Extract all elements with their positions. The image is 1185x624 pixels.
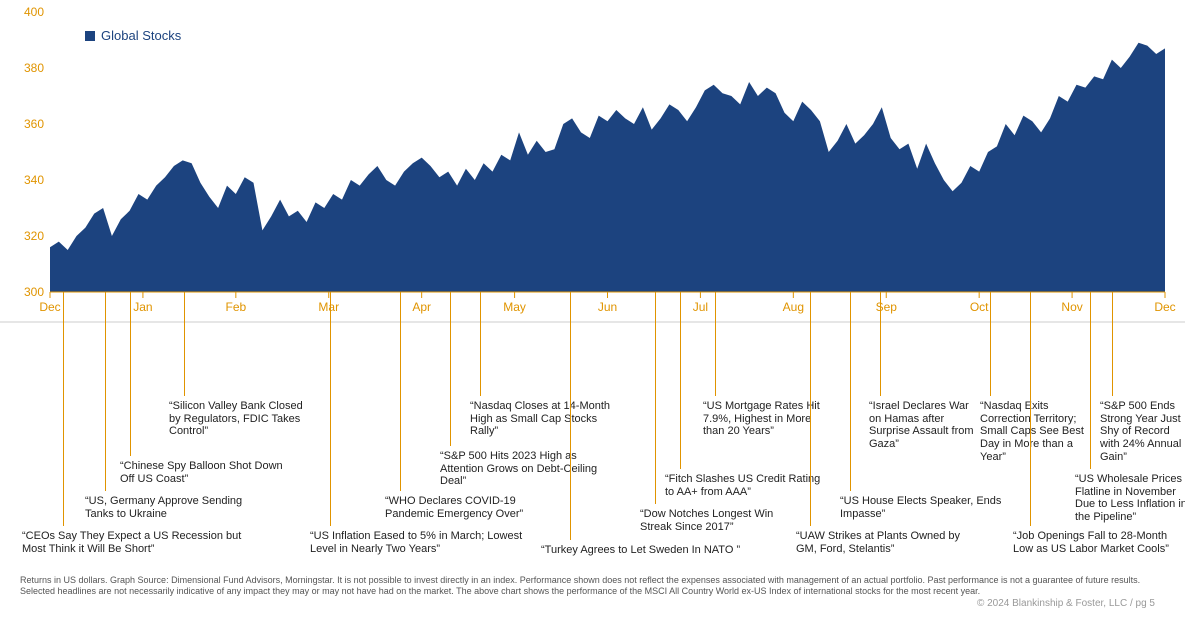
headline: “US Mortgage Rates Hit 7.9%, Highest in … [703, 400, 833, 438]
headline: “US Wholesale Prices Flatline in Novembe… [1075, 473, 1185, 524]
callout-line [400, 292, 401, 491]
callout-line [990, 292, 991, 396]
headline: “CEOs Say They Expect a US Recession but… [22, 530, 247, 555]
callout-line [63, 292, 64, 526]
disclaimer-text: Returns in US dollars. Graph Source: Dim… [20, 575, 1165, 598]
headline: “S&P 500 Ends Strong Year Just Shy of Re… [1100, 400, 1185, 463]
headline: “UAW Strikes at Plants Owned by GM, Ford… [796, 530, 981, 555]
x-axis-month: Feb [225, 300, 246, 314]
x-axis-month: Jun [598, 300, 617, 314]
headline: “Silicon Valley Bank Closed by Regulator… [169, 400, 309, 438]
x-axis-month: Mar [318, 300, 339, 314]
x-axis-month: Nov [1061, 300, 1082, 314]
callout-line [680, 292, 681, 469]
callout-line [655, 292, 656, 504]
callout-line [570, 292, 571, 540]
callout-line [105, 292, 106, 491]
x-axis-month: Dec [39, 300, 60, 314]
y-axis-tick: 300 [8, 285, 44, 299]
headline: “S&P 500 Hits 2023 High as Attention Gro… [440, 450, 615, 488]
callout-line [450, 292, 451, 446]
callout-line [1030, 292, 1031, 526]
headline: “Dow Notches Longest Win Streak Since 20… [640, 508, 795, 533]
callout-line [880, 292, 881, 396]
headline: “US Inflation Eased to 5% in March; Lowe… [310, 530, 525, 555]
legend-swatch [85, 31, 95, 41]
callout-line [715, 292, 716, 396]
x-axis-month: Oct [970, 300, 989, 314]
x-axis-month: May [503, 300, 526, 314]
headline: “US House Elects Speaker, Ends Impasse” [840, 495, 1005, 520]
headline: “Fitch Slashes US Credit Rating to AA+ f… [665, 473, 825, 498]
headline: “Turkey Agrees to Let Sweden In NATO ” [541, 544, 791, 557]
x-axis-month: Dec [1154, 300, 1175, 314]
headline: “Chinese Spy Balloon Shot Down Off US Co… [120, 460, 300, 485]
x-axis-month: Jul [693, 300, 708, 314]
chart-stage: Global Stocks 300 320 340 360 380 400 Dec Jan F… [0, 0, 1185, 624]
headline: “Nasdaq Exits Correction Territory; Smal… [980, 400, 1090, 463]
x-axis-month: Apr [412, 300, 431, 314]
x-axis-month: Jan [133, 300, 152, 314]
copyright-text: © 2024 Blankinship & Foster, LLC / pg 5 [977, 598, 1155, 609]
y-axis-tick: 340 [8, 173, 44, 187]
callout-line [810, 292, 811, 526]
callout-line [184, 292, 185, 396]
x-axis-month: Sep [876, 300, 897, 314]
y-axis-tick: 320 [8, 229, 44, 243]
y-axis-tick: 380 [8, 61, 44, 75]
y-axis-tick: 400 [8, 5, 44, 19]
callout-line [850, 292, 851, 491]
headline: “WHO Declares COVID-19 Pandemic Emergenc… [385, 495, 555, 520]
y-axis-tick: 360 [8, 117, 44, 131]
callout-line [330, 292, 331, 526]
headline: “Nasdaq Closes at 14-Month High as Small… [470, 400, 625, 438]
headline: “Job Openings Fall to 28-Month Low as US… [1013, 530, 1185, 555]
callout-line [1090, 292, 1091, 469]
x-axis-month: Aug [783, 300, 804, 314]
legend: Global Stocks [85, 28, 181, 43]
callout-line [480, 292, 481, 396]
legend-label: Global Stocks [101, 28, 181, 43]
callout-line [130, 292, 131, 456]
area-chart [0, 0, 1185, 395]
callout-line [1112, 292, 1113, 396]
headline: “US, Germany Approve Sending Tanks to Uk… [85, 495, 255, 520]
headline: “Israel Declares War on Hamas after Surp… [869, 400, 979, 451]
